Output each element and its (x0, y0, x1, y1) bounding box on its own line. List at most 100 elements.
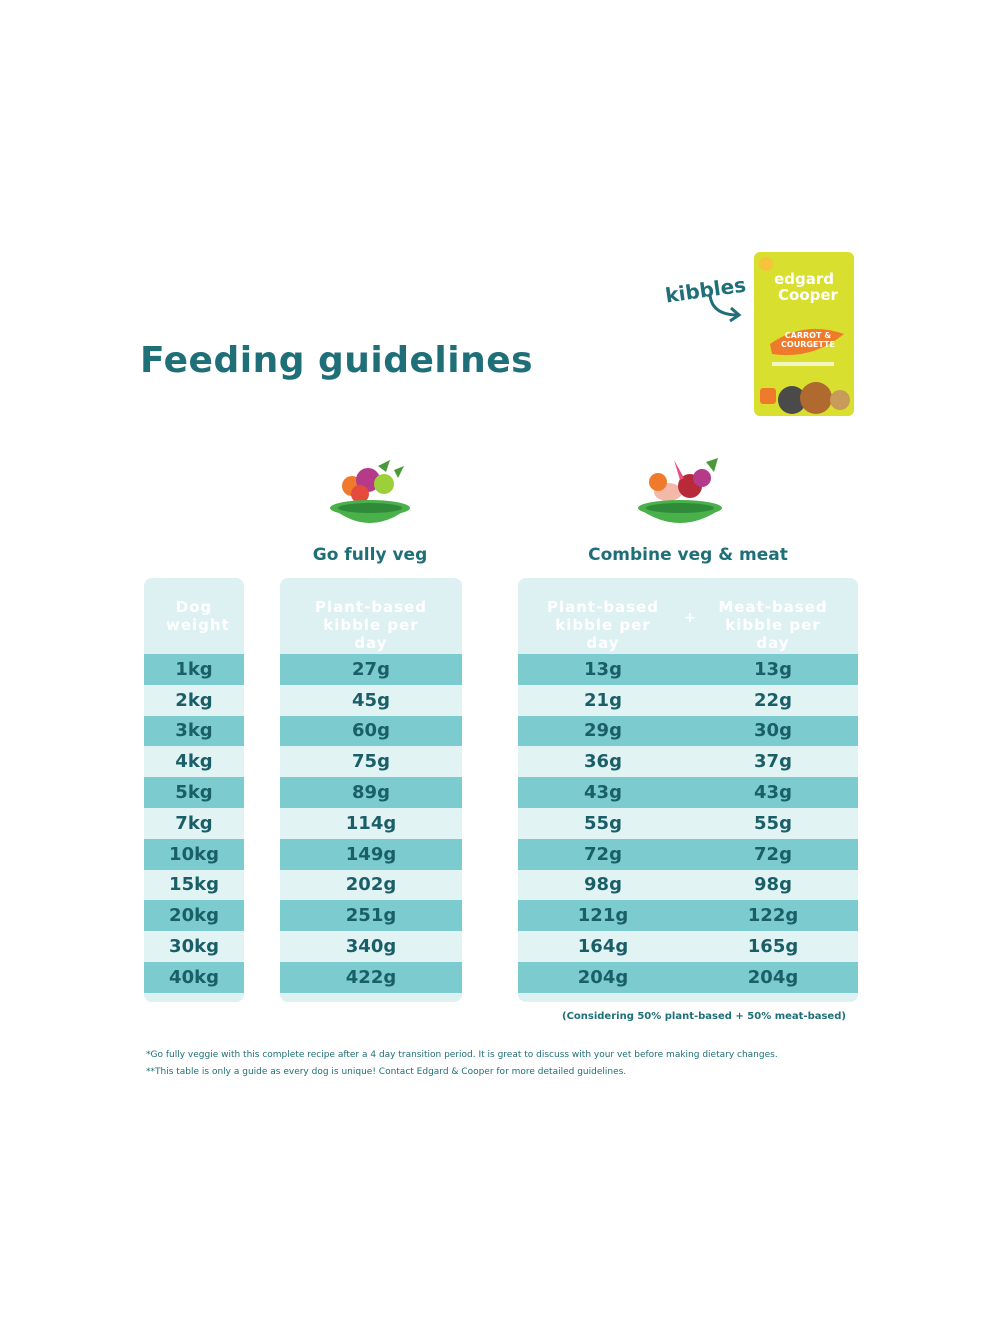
combo-row: 13g 13g (518, 654, 858, 685)
combo-row: 29g 30g (518, 715, 858, 747)
combo-plant-cell: 36g (584, 751, 622, 773)
weight-weight-cell: 7kg (175, 812, 213, 834)
veg-rows: 27g 45g 60g 75g 89g 114g 149g 202g 251g 340g 422g (280, 654, 462, 993)
veg-row: 114g (280, 807, 462, 839)
combo-row: 164g 165g (518, 931, 858, 962)
veg-meat-bowl-icon (638, 458, 722, 523)
combo-row: 121g 122g (518, 900, 858, 932)
veg-bowl-icon (330, 460, 410, 523)
weight-rows: 1kg 2kg 3kg 4kg 5kg 7kg 10kg 15kg 20kg 30kg 40kg (144, 654, 244, 993)
combo-plant-cell: 204g (577, 966, 629, 988)
weight-weight-cell: 20kg (169, 905, 219, 927)
combo-plant-cell: 55g (584, 812, 622, 834)
brand-line1: edgard (774, 270, 834, 288)
curved-arrow-icon (708, 294, 742, 323)
combo-plant-cell: 121g (577, 905, 629, 927)
combo-meat-cell: 204g (747, 966, 799, 988)
weight-row: 10kg (144, 838, 244, 870)
weight-row: 1kg (144, 654, 244, 685)
combo-meat-cell: 122g (747, 905, 799, 927)
veg-row: 340g (280, 931, 462, 962)
weight-row: 30kg (144, 931, 244, 962)
product-bag-image: edgard Cooper CARROT & COURGETTE (754, 252, 854, 416)
combo-row: 72g 72g (518, 838, 858, 870)
combo-plant-cell: 98g (584, 874, 622, 896)
veg-veg-cell: 149g (345, 843, 397, 865)
combo-meat-cell: 43g (754, 782, 792, 804)
combo-plant-cell: 43g (584, 782, 622, 804)
veg-veg-cell: 422g (345, 966, 397, 988)
weight-weight-cell: 3kg (175, 720, 213, 742)
weight-weight-cell: 4kg (175, 751, 213, 773)
weight-weight-cell: 40kg (169, 966, 219, 988)
veg-veg-cell: 60g (352, 720, 390, 742)
veg-veg-cell: 251g (345, 905, 397, 927)
combo-row: 21g 22g (518, 684, 858, 716)
weight-weight-cell: 2kg (175, 689, 213, 711)
combo-meat-cell: 22g (754, 689, 792, 711)
combo-row: 55g 55g (518, 807, 858, 839)
combo-row: 43g 43g (518, 777, 858, 808)
combo-row: 98g 98g (518, 869, 858, 901)
veg-row: 75g (280, 746, 462, 778)
combo-meat-cell: 30g (754, 720, 792, 742)
combo-meat-cell: 37g (754, 751, 792, 773)
combo-plant-cell: 72g (584, 843, 622, 865)
page-title: Feeding guidelines (140, 340, 534, 381)
veg-row: 251g (280, 900, 462, 932)
veg-veg-cell: 27g (352, 658, 390, 680)
footnote-1: *Go fully veggie with this complete reci… (146, 1050, 778, 1060)
footnote-2: **This table is only a guide as every do… (146, 1067, 627, 1077)
combo-row: 36g 37g (518, 746, 858, 778)
veg-row: 89g (280, 777, 462, 808)
weight-weight-cell: 1kg (175, 658, 213, 680)
plus-sign: + (684, 610, 696, 626)
weight-weight-cell: 30kg (169, 936, 219, 958)
combo-row: 204g 204g (518, 961, 858, 993)
combo-meat-cell: 55g (754, 812, 792, 834)
combo-column: Plant-based kibble per day + Meat-based … (518, 578, 858, 1002)
combo-meat-cell: 72g (754, 843, 792, 865)
weight-column: Dog weight 1kg 2kg 3kg 4kg 5kg 7kg 10kg 15kg 20k… (144, 578, 244, 1002)
combo-meat-cell: 165g (747, 936, 799, 958)
combo-column-title: Combine veg & meat (588, 545, 788, 565)
veg-row: 27g (280, 654, 462, 685)
combo-plant-cell: 21g (584, 689, 622, 711)
veg-veg-cell: 340g (345, 936, 397, 958)
veg-column: Plant-based kibble per day 27g 45g 60g 75g 8… (280, 578, 462, 1002)
weight-header: Dog weight (166, 598, 230, 634)
veg-veg-cell: 45g (352, 689, 390, 711)
veg-veg-cell: 75g (352, 751, 390, 773)
veg-veg-cell: 202g (345, 874, 397, 896)
weight-row: 15kg (144, 869, 244, 901)
veg-row: 149g (280, 838, 462, 870)
combo-meat-cell: 98g (754, 874, 792, 896)
weight-weight-cell: 10kg (169, 843, 219, 865)
combo-plant-cell: 29g (584, 720, 622, 742)
weight-row: 4kg (144, 746, 244, 778)
veg-column-title: Go fully veg (312, 545, 428, 565)
veg-row: 60g (280, 715, 462, 747)
combo-meat-cell: 13g (754, 658, 792, 680)
weight-row: 40kg (144, 961, 244, 993)
veg-row: 45g (280, 684, 462, 716)
combo-plant-cell: 13g (584, 658, 622, 680)
combo-rows: 13g 13g 21g 22g 29g 30g 36g 37g 43g 43g 55g 55g 72g 7… (518, 654, 858, 993)
weight-row: 3kg (144, 715, 244, 747)
weight-row: 5kg (144, 777, 244, 808)
weight-weight-cell: 15kg (169, 874, 219, 896)
weight-row: 2kg (144, 684, 244, 716)
veg-row: 202g (280, 869, 462, 901)
combo-plant-header: Plant-based kibble per day (546, 598, 660, 652)
weight-row: 20kg (144, 900, 244, 932)
veg-header: Plant-based kibble per day (314, 598, 428, 652)
combo-meat-header: Meat-based kibble per day (718, 598, 828, 652)
flavor-line2: COURGETTE (781, 340, 835, 349)
weight-row: 7kg (144, 807, 244, 839)
combo-note: (Considering 50% plant-based + 50% meat-… (562, 1011, 846, 1022)
veg-row: 422g (280, 961, 462, 993)
flavor-line1: CARROT & (785, 331, 831, 340)
veg-veg-cell: 114g (345, 812, 397, 834)
weight-weight-cell: 5kg (175, 782, 213, 804)
veg-veg-cell: 89g (352, 782, 390, 804)
